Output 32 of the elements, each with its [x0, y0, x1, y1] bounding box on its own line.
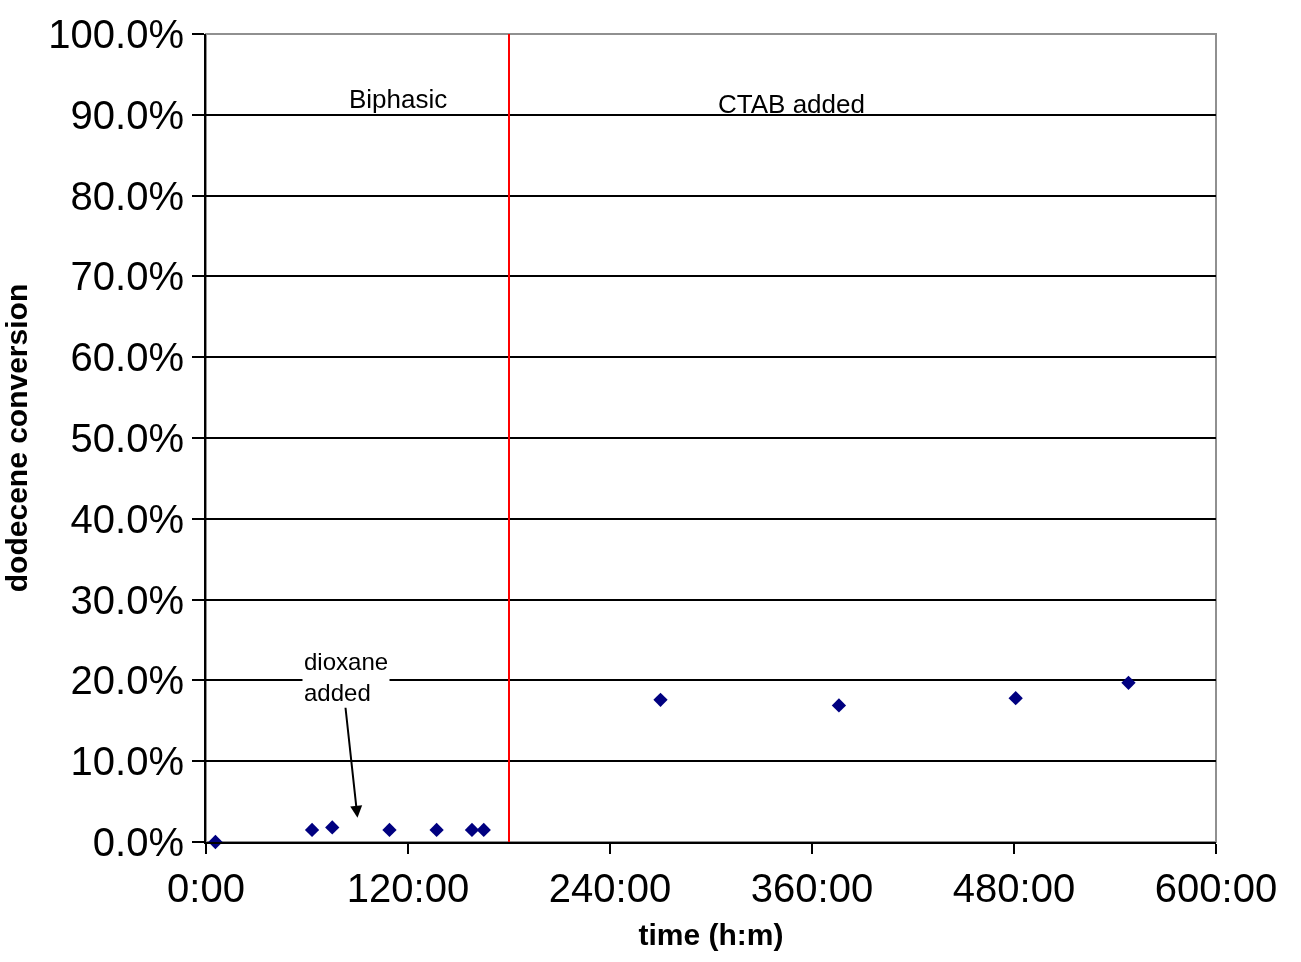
- y-tick-label: 20.0%: [70, 658, 184, 703]
- y-axis-title: dodecene conversion: [0, 283, 33, 593]
- y-tick-label: 70.0%: [70, 254, 184, 299]
- point: [831, 698, 847, 713]
- point: [382, 822, 397, 838]
- y-tick-label: 60.0%: [70, 335, 184, 380]
- point: [1121, 675, 1136, 690]
- point: [1008, 691, 1023, 706]
- point: [476, 822, 491, 838]
- annotation: dioxane added: [304, 648, 389, 707]
- x-tick-label: 120:00: [346, 866, 470, 910]
- y-tick-label: 40.0%: [70, 496, 184, 541]
- point: [464, 822, 480, 838]
- y-tick-label: 100.0%: [48, 12, 184, 56]
- point: [325, 820, 340, 835]
- y-tick-label: 0.0%: [92, 820, 184, 864]
- y-tick-label: 10.0%: [70, 739, 184, 784]
- point: [304, 822, 320, 838]
- point: [429, 822, 444, 838]
- annotation: Biphasic: [349, 84, 448, 114]
- annotation: CTAB added: [718, 89, 865, 119]
- x-tick-label: 360:00: [750, 866, 874, 910]
- point: [653, 692, 668, 707]
- x-tick-label: 0:00: [167, 866, 245, 910]
- y-tick-label: 50.0%: [70, 416, 184, 460]
- y-tick-label: 90.0%: [70, 92, 184, 137]
- y-tick-label: 80.0%: [70, 173, 184, 218]
- y-tick-label: 30.0%: [70, 577, 184, 622]
- x-tick-label: 480:00: [952, 866, 1076, 910]
- x-tick-label: 240:00: [548, 866, 672, 910]
- x-axis-title: time (h:m): [638, 918, 784, 951]
- x-tick-label: 600:00: [1154, 866, 1278, 910]
